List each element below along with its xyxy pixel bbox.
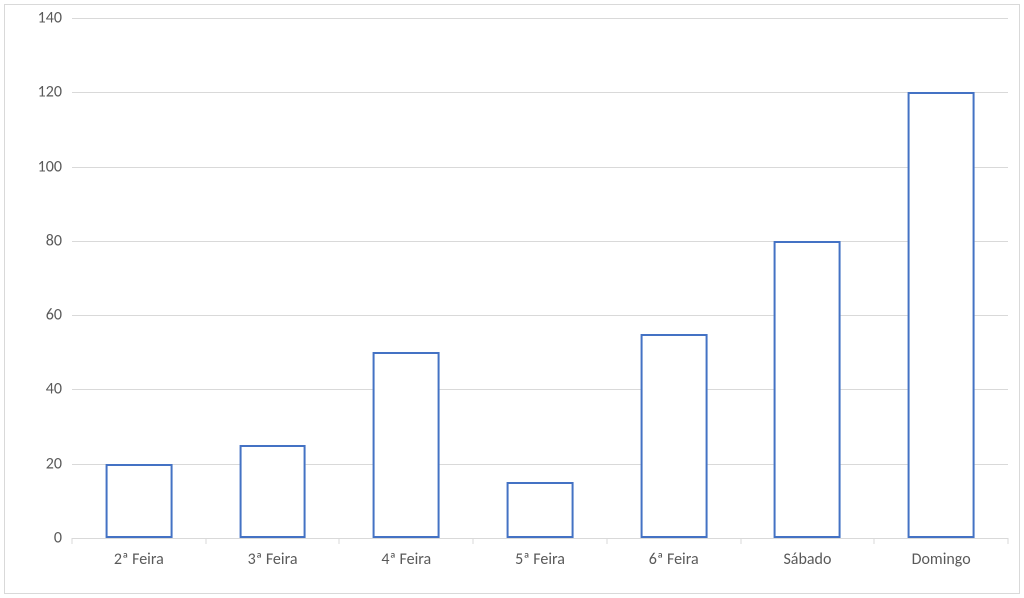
- gridline: [72, 167, 1008, 168]
- bar: [239, 445, 306, 538]
- x-tick-mark: [205, 538, 206, 544]
- bar: [774, 241, 841, 538]
- gridline: [72, 92, 1008, 93]
- x-tick-mark: [339, 538, 340, 544]
- y-tick-label: 120: [0, 83, 62, 102]
- bar: [105, 464, 172, 538]
- bar: [640, 334, 707, 538]
- x-tick-label: Domingo: [874, 550, 1008, 569]
- y-tick-label: 40: [0, 380, 62, 399]
- bar: [507, 482, 574, 538]
- gridline: [72, 18, 1008, 19]
- x-tick-label: 5ª Feira: [473, 550, 607, 569]
- bar: [373, 352, 440, 538]
- x-tick-label: 4ª Feira: [339, 550, 473, 569]
- y-tick-label: 100: [0, 157, 62, 176]
- y-tick-label: 0: [0, 529, 62, 548]
- x-tick-mark: [473, 538, 474, 544]
- x-tick-mark: [1008, 538, 1009, 544]
- x-tick-mark: [740, 538, 741, 544]
- y-tick-label: 20: [0, 454, 62, 473]
- x-tick-label: Sábado: [741, 550, 875, 569]
- gridline: [72, 464, 1008, 465]
- plot-area: [72, 18, 1008, 538]
- gridline: [72, 538, 1008, 539]
- y-tick-label: 140: [0, 9, 62, 28]
- gridline: [72, 241, 1008, 242]
- y-tick-label: 80: [0, 231, 62, 250]
- x-tick-label: 2ª Feira: [72, 550, 206, 569]
- x-tick-label: 3ª Feira: [206, 550, 340, 569]
- gridline: [72, 389, 1008, 390]
- gridline: [72, 315, 1008, 316]
- x-tick-mark: [72, 538, 73, 544]
- x-tick-mark: [606, 538, 607, 544]
- x-tick-mark: [874, 538, 875, 544]
- x-tick-label: 6ª Feira: [607, 550, 741, 569]
- bar: [908, 92, 975, 538]
- y-tick-label: 60: [0, 306, 62, 325]
